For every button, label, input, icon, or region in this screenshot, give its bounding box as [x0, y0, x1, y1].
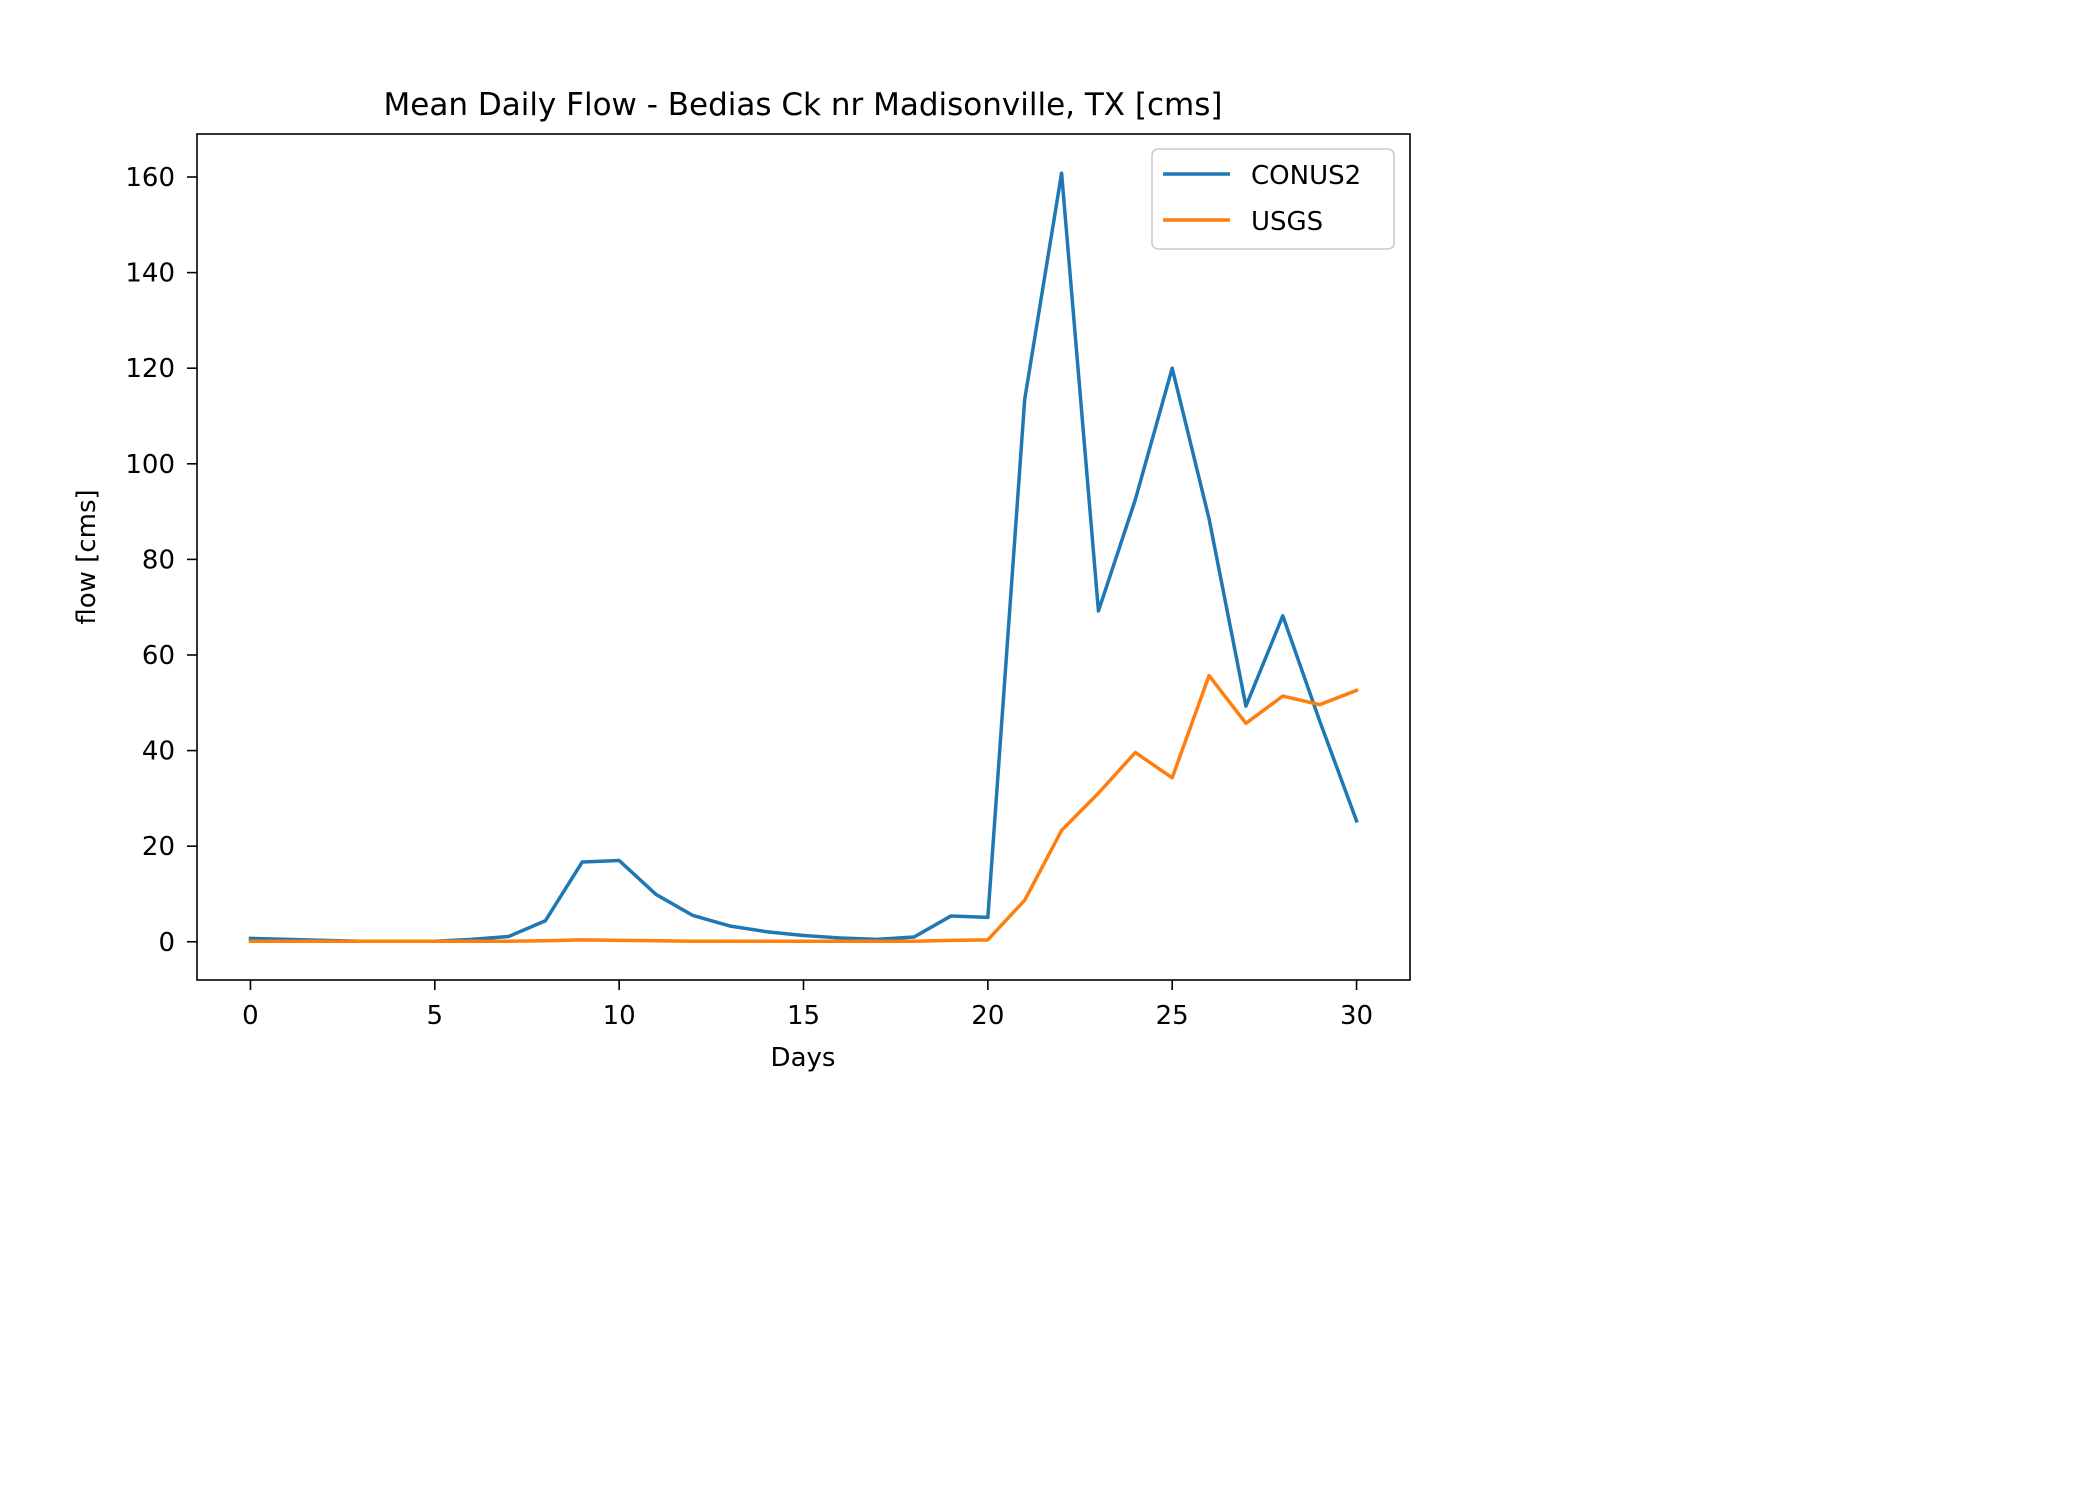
y-axis-label: flow [cms] [72, 489, 102, 624]
chart-title: Mean Daily Flow - Bedias Ck nr Madisonvi… [384, 87, 1223, 123]
x-tick-label-10: 10 [603, 1001, 636, 1031]
legend-label-conus2: CONUS2 [1251, 161, 1361, 191]
x-axis: 0 5 10 15 20 25 30 [242, 980, 1373, 1031]
y-tick-label-120: 120 [125, 354, 175, 384]
y-tick-label-80: 80 [142, 545, 175, 575]
y-tick-label-140: 140 [125, 259, 175, 289]
y-tick-label-100: 100 [125, 450, 175, 480]
series-layer [248, 171, 1359, 944]
y-tick-label-160: 160 [125, 163, 175, 193]
y-tick-label-0: 0 [158, 928, 175, 958]
legend-label-usgs: USGS [1251, 207, 1323, 237]
x-tick-label-25: 25 [1156, 1001, 1189, 1031]
x-tick-label-20: 20 [971, 1001, 1004, 1031]
x-tick-label-5: 5 [427, 1001, 444, 1031]
x-tick-label-30: 30 [1340, 1001, 1373, 1031]
y-tick-label-40: 40 [142, 737, 175, 767]
y-axis: 0 20 40 60 80 100 120 140 160 [125, 163, 197, 958]
series-line-usgs [248, 673, 1359, 944]
chart: Mean Daily Flow - Bedias Ck nr Madisonvi… [72, 87, 1411, 1073]
x-tick-label-0: 0 [242, 1001, 259, 1031]
y-tick-label-20: 20 [142, 832, 175, 862]
y-tick-label-60: 60 [142, 641, 175, 671]
x-axis-label: Days [771, 1043, 836, 1073]
legend: CONUS2 USGS [1151, 148, 1395, 250]
x-tick-label-15: 15 [787, 1001, 820, 1031]
